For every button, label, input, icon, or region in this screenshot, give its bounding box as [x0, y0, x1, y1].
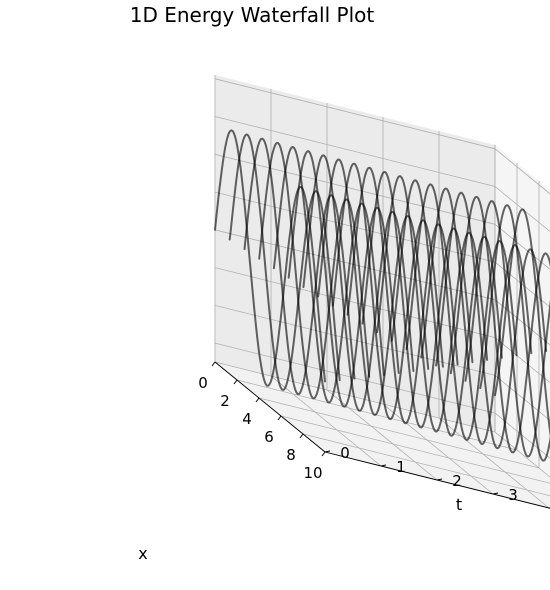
x-tick-label: 8: [286, 446, 296, 464]
y-axis-label: t: [456, 495, 462, 514]
y-tick-label: 2: [452, 472, 462, 490]
chart-title: 1D Energy Waterfall Plot: [130, 3, 375, 27]
y-tick-label: 0: [340, 444, 350, 462]
x-tick-mark: [256, 398, 259, 402]
x-tick-mark: [234, 380, 237, 384]
x-tick-label: 2: [220, 392, 230, 410]
y-tick-label: 1: [396, 458, 406, 476]
x-tick-label: 6: [264, 428, 274, 446]
x-tick-label: 4: [242, 410, 252, 428]
y-tick-label: 3: [508, 486, 518, 504]
x-tick-label: 10: [303, 464, 322, 482]
x-tick-mark: [300, 434, 303, 438]
x-axis-label: x: [138, 544, 147, 563]
x-tick-mark: [322, 452, 325, 456]
x-tick-label: 0: [198, 374, 208, 392]
x-tick-mark: [278, 416, 281, 420]
x-tick-mark: [212, 362, 215, 366]
